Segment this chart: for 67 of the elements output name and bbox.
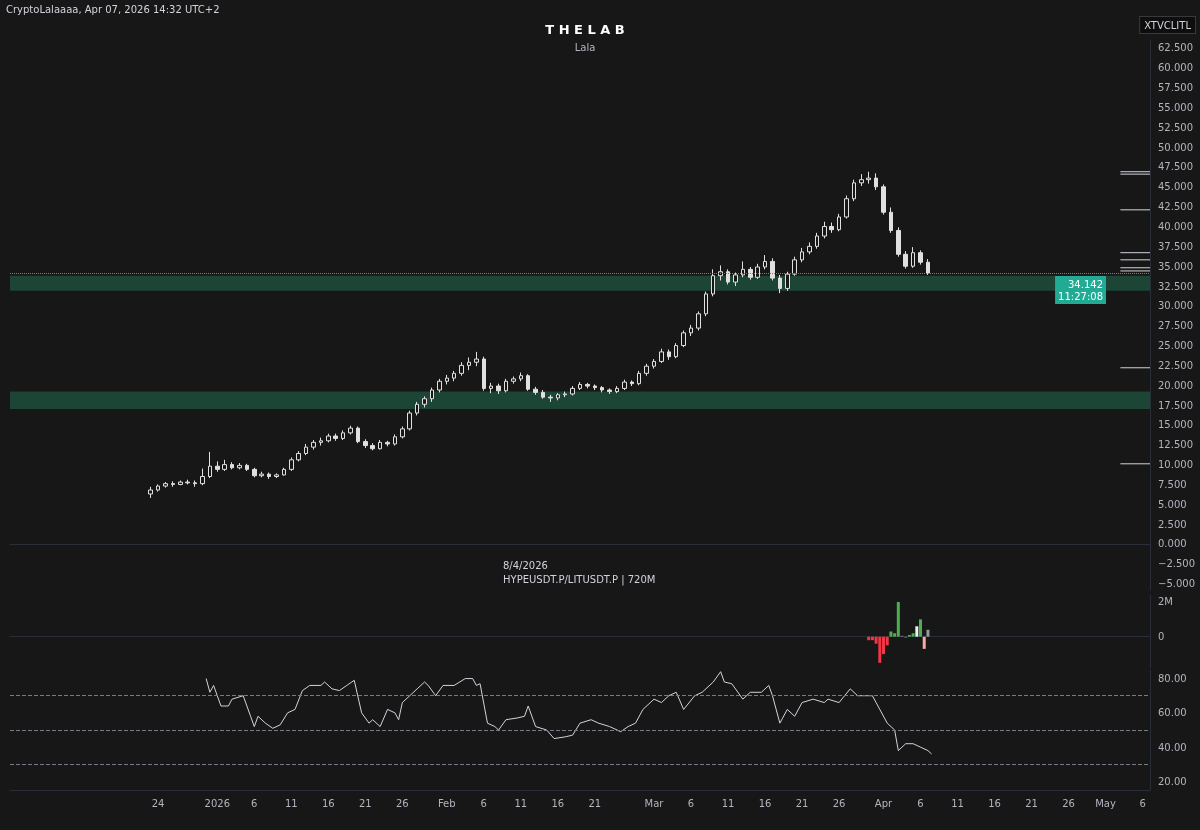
y-tick-label: 17.500 [1158, 399, 1193, 411]
x-tick-label: 16 [551, 797, 565, 809]
y-tick-label: 5.000 [1158, 498, 1187, 510]
annotation: HYPEUSDT.P/LITUSDT.P | 720M [503, 573, 656, 586]
x-tick-label: 6 [687, 797, 695, 809]
y-tick-label: 47.500 [1158, 161, 1193, 173]
x-tick-label: 11 [284, 797, 298, 809]
y-tick-label: 60.000 [1158, 62, 1193, 74]
y-tick-label: 10.000 [1158, 459, 1193, 471]
y-tick-label: 0.000 [1158, 538, 1187, 550]
x-tick-label: 11 [721, 797, 735, 809]
y-tick-label: 15.000 [1158, 419, 1193, 431]
x-tick-label: 21 [1025, 797, 1038, 809]
y-tick-label: 37.500 [1158, 240, 1193, 252]
x-tick-label: May [1095, 797, 1116, 809]
y-tick-label: 45.000 [1158, 181, 1193, 193]
x-tick-label: 16 [321, 797, 335, 809]
y-tick-label: 20.00 [1158, 775, 1187, 787]
y-tick-label: 62.500 [1158, 42, 1193, 54]
y-tick-label: 42.500 [1158, 201, 1193, 213]
x-tick-label: 11 [514, 797, 528, 809]
x-tick-label: 21 [358, 797, 372, 809]
y-tick-label: 52.500 [1158, 121, 1193, 133]
y-tick-label: 0 [1158, 631, 1165, 643]
x-tick-label: 16 [758, 797, 772, 809]
text: XTVCLITL [1144, 19, 1192, 31]
y-tick-label: 40.00 [1158, 741, 1187, 753]
x-tick-label: 26 [1062, 797, 1075, 809]
x-tick-label: 6 [251, 797, 258, 809]
y-tick-label: −2.500 [1158, 558, 1196, 570]
y-tick-label: 32.500 [1158, 280, 1193, 292]
chart-title: T H E L A B [545, 22, 625, 37]
x-tick-label: Feb [437, 797, 456, 809]
y-tick-label: 80.00 [1158, 673, 1187, 685]
x-tick-label: 21 [588, 797, 602, 809]
y-tick-label: 7.500 [1158, 478, 1187, 490]
y-tick-label: 55.000 [1158, 101, 1193, 113]
y-tick-label: 2.500 [1158, 518, 1187, 530]
x-tick-label: 6 [480, 797, 487, 809]
y-tick-label: 30.000 [1158, 300, 1193, 312]
x-tick-label: 21 [795, 797, 809, 809]
chart-subtitle: Lala [574, 41, 596, 53]
y-tick-label: 60.00 [1158, 707, 1187, 719]
annotation: 8/4/2026 [503, 559, 548, 571]
x-tick-label: 16 [988, 797, 1001, 809]
x-tick-label: Mar [644, 797, 665, 809]
y-tick-label: 27.500 [1158, 320, 1193, 332]
x-tick-label: 6 [1139, 797, 1146, 809]
x-tick-label: Apr [874, 797, 894, 809]
x-tick-label: 2026 [204, 797, 230, 809]
y-tick-label: 50.000 [1158, 141, 1193, 153]
y-tick-label: 35.000 [1158, 260, 1193, 272]
y-tick-label: −5.000 [1158, 578, 1196, 590]
x-tick-label: 26 [395, 797, 409, 809]
ref-line-label: 34.142 11:27:08 [1058, 278, 1103, 302]
y-tick-label: 2M [1158, 596, 1173, 608]
y-tick-label: 57.500 [1158, 82, 1193, 94]
x-tick-label: 6 [917, 797, 924, 809]
x-tick-label: 11 [951, 797, 964, 809]
text: CryptoLalaaaa, Apr 07, 2026 14:32 UTC+2 [6, 3, 220, 15]
y-tick-label: 20.000 [1158, 379, 1193, 391]
x-tick-label: 24 [151, 797, 165, 809]
y-tick-label: 22.500 [1158, 359, 1193, 371]
y-tick-label: 12.500 [1158, 439, 1193, 451]
y-tick-label: 25.000 [1158, 340, 1193, 352]
y-tick-label: 40.000 [1158, 221, 1193, 233]
x-tick-label: 26 [832, 797, 846, 809]
